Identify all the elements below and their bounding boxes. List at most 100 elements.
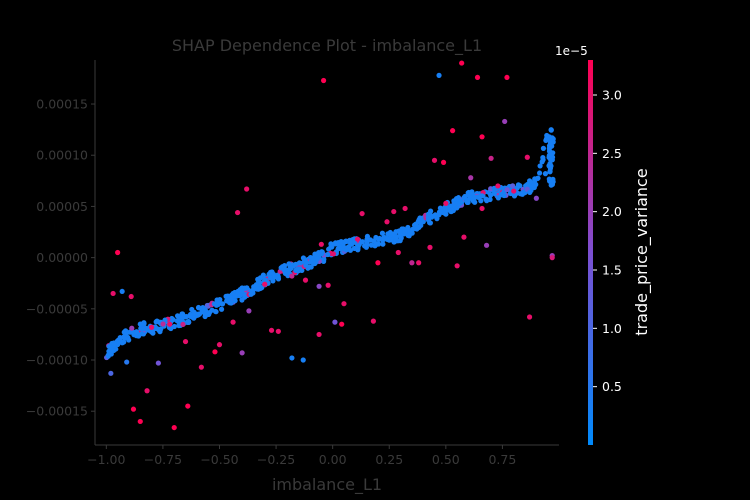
scatter-point <box>547 168 553 174</box>
scatter-point <box>293 261 299 267</box>
scatter-point-outlier <box>155 360 161 366</box>
scatter-point <box>278 265 284 271</box>
colorbar-tick-label: 3.0 <box>602 88 622 103</box>
x-tick-label: −0.50 <box>200 452 238 467</box>
y-tick-label: 0.00000 <box>36 250 88 265</box>
scatter-point-outlier <box>479 134 485 140</box>
scatter-point <box>122 328 128 335</box>
scatter-point <box>532 177 538 184</box>
scatter-point-outlier <box>128 293 134 300</box>
scatter-point-outlier <box>440 159 447 165</box>
scatter-point <box>111 347 117 353</box>
scatter-point-outlier <box>110 290 116 297</box>
scatter-point <box>196 305 202 311</box>
scatter-point <box>236 293 243 299</box>
scatter-point <box>515 182 522 188</box>
scatter-point-outlier <box>427 244 433 250</box>
scatter-point <box>452 201 458 207</box>
scatter-point-outlier <box>511 188 517 194</box>
scatter-point-outlier <box>321 77 327 84</box>
scatter-point-outlier <box>488 155 494 161</box>
scatter-point <box>342 239 348 245</box>
scatter-point <box>540 145 547 151</box>
scatter-point <box>268 269 274 275</box>
scatter-point <box>501 192 507 199</box>
scatter-point-outlier <box>504 74 510 81</box>
scatter-point-outlier <box>198 364 204 370</box>
scatter-point-outlier <box>431 157 438 163</box>
scatter-point <box>464 199 470 205</box>
scatter-point <box>180 321 186 328</box>
x-axis-label: imbalance_L1 <box>272 475 382 495</box>
scatter-point-outlier <box>339 321 345 327</box>
scatter-point <box>196 311 203 317</box>
scatter-point <box>140 325 147 332</box>
scatter-point-outlier <box>115 249 121 256</box>
scatter-point <box>187 313 193 319</box>
scatter-point-outlier <box>354 236 361 242</box>
scatter-point-outlier <box>395 249 401 256</box>
scatter-point-outlier <box>341 301 347 307</box>
scatter-point <box>457 198 464 204</box>
scatter-points <box>104 60 556 431</box>
scatter-point <box>204 302 210 309</box>
scatter-point <box>170 317 176 323</box>
scatter-point <box>527 178 533 184</box>
scatter-point-outlier <box>409 260 415 266</box>
colorbar-offset-text: 1e−5 <box>555 44 588 58</box>
scatter-point-outlier <box>443 200 449 206</box>
scatter-point <box>330 251 336 257</box>
scatter-point <box>174 313 181 319</box>
scatter-point <box>232 293 238 299</box>
scatter-point <box>253 282 259 288</box>
x-tick-label: 0.25 <box>375 452 403 467</box>
scatter-point <box>270 278 276 284</box>
scatter-point <box>362 243 368 249</box>
scatter-point-outlier <box>300 357 306 363</box>
scatter-point <box>527 189 533 195</box>
scatter-point <box>248 291 254 297</box>
scatter-point-outlier <box>479 205 485 212</box>
scatter-point-outlier <box>402 205 408 212</box>
scatter-point-outlier <box>325 282 331 288</box>
scatter-point-outlier <box>216 342 223 348</box>
scatter-point <box>483 196 489 202</box>
scatter-point-outlier <box>502 118 508 125</box>
scatter-point <box>189 306 195 313</box>
scatter-point-outlier <box>316 331 322 338</box>
scatter-point <box>384 236 391 243</box>
scatter-point <box>121 339 127 345</box>
scatter-point-outlier <box>526 314 533 320</box>
chart-title: SHAP Dependence Plot - imbalance_L1 <box>172 36 482 56</box>
scatter-point <box>337 245 344 252</box>
scatter-point <box>204 310 210 316</box>
scatter-point-outlier <box>246 308 252 314</box>
scatter-point <box>548 182 554 188</box>
scatter-point-outlier <box>533 195 539 201</box>
scatter-point <box>218 306 225 312</box>
x-tick-label: −0.75 <box>144 452 182 467</box>
scatter-point <box>160 321 166 327</box>
scatter-point-outlier <box>375 260 381 266</box>
scatter-point <box>487 196 493 203</box>
scatter-point <box>314 256 321 262</box>
scatter-point <box>402 229 408 235</box>
scatter-point-outlier <box>108 370 114 376</box>
scatter-point <box>420 219 426 225</box>
x-ticks: −1.00 −0.75 −0.50 −0.25 0.00 0.25 0.50 0.75 <box>87 445 516 467</box>
scatter-point <box>454 205 460 211</box>
y-tick-label: −0.00010 <box>26 353 88 368</box>
scatter-point-outlier <box>495 183 501 189</box>
x-tick-label: −1.00 <box>87 452 125 467</box>
scatter-point <box>491 190 497 197</box>
scatter-point <box>548 127 554 133</box>
scatter-point <box>547 140 554 146</box>
scatter-point <box>294 267 300 273</box>
scatter-point-outlier <box>461 234 467 240</box>
scatter-point <box>148 329 155 335</box>
scatter-point <box>351 245 358 252</box>
scatter-point <box>154 326 160 332</box>
scatter-point <box>380 241 386 247</box>
scatter-point <box>546 154 552 161</box>
